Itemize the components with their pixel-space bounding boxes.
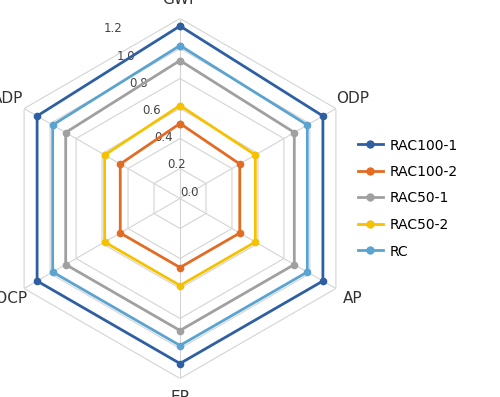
Legend: RAC100-1, RAC100-2, RAC50-1, RAC50-2, RC: RAC100-1, RAC100-2, RAC50-1, RAC50-2, RC [352, 133, 463, 264]
